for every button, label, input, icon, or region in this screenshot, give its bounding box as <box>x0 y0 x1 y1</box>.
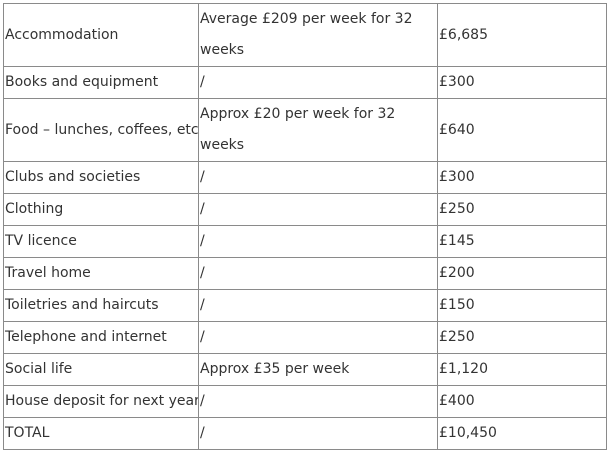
table-row: Telephone and internet / £250 <box>3 321 607 354</box>
detail-cell: / <box>198 161 438 194</box>
detail-cell: Average £209 per week for 32 weeks <box>198 3 438 67</box>
item-cell: Food – lunches, coffees, etc <box>3 98 199 162</box>
item-cell: Toiletries and haircuts <box>3 289 199 322</box>
cost-cell: £150 <box>437 289 607 322</box>
detail-cell: / <box>198 257 438 290</box>
item-cell: Accommodation <box>3 3 199 67</box>
item-cell: House deposit for next year <box>3 385 199 418</box>
cost-cell: £145 <box>437 225 607 258</box>
item-cell: Travel home <box>3 257 199 290</box>
item-cell: TV licence <box>3 225 199 258</box>
table-row: Travel home / £200 <box>3 257 607 290</box>
cost-cell: £1,120 <box>437 353 607 386</box>
detail-cell: / <box>198 193 438 226</box>
detail-cell: Approx £35 per week <box>198 353 438 386</box>
table-row: House deposit for next year / £400 <box>3 385 607 418</box>
item-cell: Telephone and internet <box>3 321 199 354</box>
item-cell: Clothing <box>3 193 199 226</box>
detail-cell: / <box>198 289 438 322</box>
table-row: TV licence / £145 <box>3 225 607 258</box>
cost-table: Accommodation Average £209 per week for … <box>3 3 607 450</box>
detail-cell: / <box>198 385 438 418</box>
table-row: Toiletries and haircuts / £150 <box>3 289 607 322</box>
detail-cell: / <box>198 225 438 258</box>
table-row: Clothing / £250 <box>3 193 607 226</box>
total-cost-cell: £10,450 <box>437 417 607 450</box>
table-row: Social life Approx £35 per week £1,120 <box>3 353 607 386</box>
item-cell: Social life <box>3 353 199 386</box>
table-row: Books and equipment / £300 <box>3 66 607 99</box>
cost-cell: £6,685 <box>437 3 607 67</box>
detail-cell: Approx £20 per week for 32 weeks <box>198 98 438 162</box>
cost-cell: £400 <box>437 385 607 418</box>
item-cell: Books and equipment <box>3 66 199 99</box>
cost-cell: £300 <box>437 161 607 194</box>
table-row-total: TOTAL / £10,450 <box>3 417 607 450</box>
table-row: Accommodation Average £209 per week for … <box>3 3 607 67</box>
detail-cell: / <box>198 66 438 99</box>
total-label-cell: TOTAL <box>3 417 199 450</box>
cost-cell: £300 <box>437 66 607 99</box>
table-row: Clubs and societies / £300 <box>3 161 607 194</box>
cost-cell: £640 <box>437 98 607 162</box>
table-row: Food – lunches, coffees, etc Approx £20 … <box>3 98 607 162</box>
cost-cell: £250 <box>437 193 607 226</box>
cost-cell: £200 <box>437 257 607 290</box>
item-cell: Clubs and societies <box>3 161 199 194</box>
cost-cell: £250 <box>437 321 607 354</box>
detail-cell: / <box>198 321 438 354</box>
detail-cell: / <box>198 417 438 450</box>
